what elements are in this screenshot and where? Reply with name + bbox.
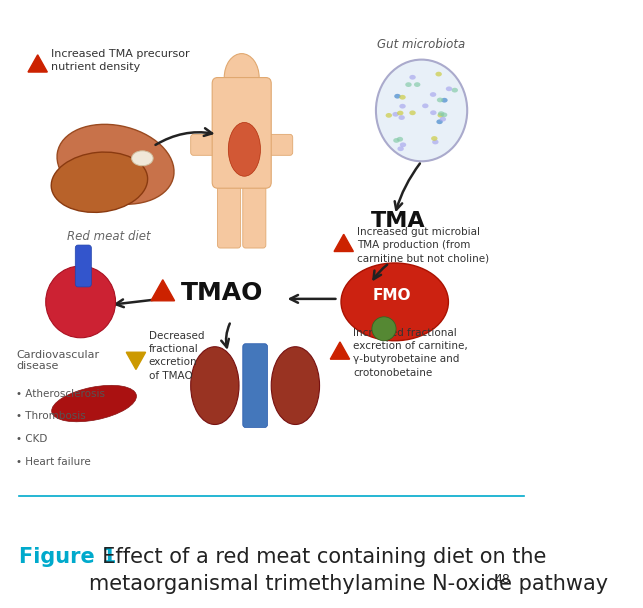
Ellipse shape xyxy=(438,111,444,116)
Text: Gut microbiota: Gut microbiota xyxy=(377,38,466,50)
Ellipse shape xyxy=(46,266,116,338)
Ellipse shape xyxy=(405,82,412,87)
Ellipse shape xyxy=(399,104,406,109)
Circle shape xyxy=(376,60,467,161)
Ellipse shape xyxy=(451,88,458,92)
Ellipse shape xyxy=(440,117,446,122)
Text: TMAO: TMAO xyxy=(181,281,264,305)
Text: Red meat diet: Red meat diet xyxy=(68,230,151,243)
Ellipse shape xyxy=(437,119,443,124)
Text: • Thrombosis: • Thrombosis xyxy=(16,412,86,421)
Ellipse shape xyxy=(271,347,320,424)
Ellipse shape xyxy=(394,94,401,98)
Ellipse shape xyxy=(435,72,442,77)
Polygon shape xyxy=(331,342,350,359)
Ellipse shape xyxy=(224,54,259,102)
Ellipse shape xyxy=(51,385,136,422)
FancyBboxPatch shape xyxy=(212,78,271,188)
Ellipse shape xyxy=(397,147,404,151)
Text: Increased TMA precursor
nutrient density: Increased TMA precursor nutrient density xyxy=(51,49,190,72)
Ellipse shape xyxy=(397,111,403,116)
Text: FMO: FMO xyxy=(373,288,412,303)
Ellipse shape xyxy=(422,103,428,108)
Ellipse shape xyxy=(410,111,416,115)
Ellipse shape xyxy=(432,140,439,145)
Ellipse shape xyxy=(399,115,405,120)
Ellipse shape xyxy=(400,142,406,147)
Text: • CKD: • CKD xyxy=(16,434,48,444)
FancyBboxPatch shape xyxy=(262,134,293,155)
FancyBboxPatch shape xyxy=(243,344,267,427)
Text: Decreased
fractional
excretion
of TMAO: Decreased fractional excretion of TMAO xyxy=(149,331,204,381)
FancyBboxPatch shape xyxy=(217,176,240,248)
Text: Cardiovascular
disease: Cardiovascular disease xyxy=(16,350,99,371)
Polygon shape xyxy=(28,55,48,72)
Ellipse shape xyxy=(430,110,437,115)
Text: Increased fractional
excretion of carnitine,
γ-butyrobetaine and
crotonobetaine: Increased fractional excretion of carnit… xyxy=(354,328,468,378)
Text: Effect of a red meat containing diet on the
metaorganismal trimethylamine N-oxid: Effect of a red meat containing diet on … xyxy=(89,547,608,593)
Ellipse shape xyxy=(437,113,444,117)
Text: • Atherosclerosis: • Atherosclerosis xyxy=(16,389,105,399)
Text: • Heart failure: • Heart failure xyxy=(16,457,91,467)
Ellipse shape xyxy=(399,95,406,100)
FancyBboxPatch shape xyxy=(75,245,91,287)
Ellipse shape xyxy=(57,124,174,204)
Ellipse shape xyxy=(441,98,448,103)
Ellipse shape xyxy=(410,75,416,80)
Ellipse shape xyxy=(394,138,400,143)
Polygon shape xyxy=(151,280,175,301)
Text: TMA: TMA xyxy=(370,211,425,231)
Ellipse shape xyxy=(446,86,452,91)
Ellipse shape xyxy=(437,97,443,102)
Ellipse shape xyxy=(414,82,421,87)
Ellipse shape xyxy=(191,347,239,424)
Ellipse shape xyxy=(431,136,437,141)
Ellipse shape xyxy=(386,113,392,118)
FancyBboxPatch shape xyxy=(243,176,266,248)
FancyBboxPatch shape xyxy=(191,134,222,155)
Ellipse shape xyxy=(228,122,260,176)
Ellipse shape xyxy=(51,152,148,212)
Ellipse shape xyxy=(392,112,399,117)
Ellipse shape xyxy=(372,317,396,340)
Ellipse shape xyxy=(397,137,403,142)
Ellipse shape xyxy=(132,151,153,166)
Polygon shape xyxy=(334,234,354,252)
Ellipse shape xyxy=(341,263,448,340)
Polygon shape xyxy=(126,352,145,370)
Text: Figure 1: Figure 1 xyxy=(19,547,116,567)
Text: Increased gut microbial
TMA production (from
carnitine but not choline): Increased gut microbial TMA production (… xyxy=(357,227,489,263)
Ellipse shape xyxy=(430,92,437,97)
Text: 48: 48 xyxy=(494,573,510,587)
Ellipse shape xyxy=(441,112,448,117)
